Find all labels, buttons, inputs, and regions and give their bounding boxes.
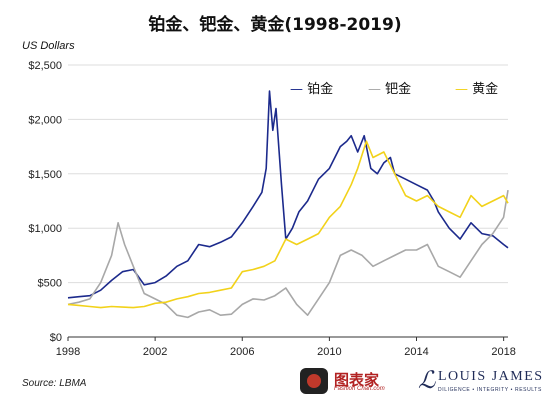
legend-palladium-swatch: — xyxy=(368,82,381,97)
y-tick-label: $1,000 xyxy=(28,223,62,235)
legend-gold-swatch: — xyxy=(455,82,468,97)
legend-platinum-label: 铂金 xyxy=(307,82,334,97)
chart-title: 铂金、钯金、黄金(1998-2019) xyxy=(148,15,402,35)
series-line-gold xyxy=(67,140,509,309)
tubiaojia-badge-icon xyxy=(300,368,328,394)
y-tick-label: $2,500 xyxy=(28,60,62,72)
series-line-platinum xyxy=(67,90,509,299)
y-tick-label: $2,000 xyxy=(28,114,62,126)
y-axis-label: US Dollars xyxy=(22,40,75,52)
series-line-palladium xyxy=(67,189,509,319)
louis-james-logo: ℒ LOUIS JAMES DILIGENCE • INTEGRITY • RE… xyxy=(418,366,548,398)
x-tick-label: 2006 xyxy=(230,346,254,358)
legend-platinum: — 铂金 xyxy=(290,78,333,97)
x-tick-label: 2018 xyxy=(491,346,515,358)
tubiaojia-logo-text: 图表家 xyxy=(334,371,380,389)
y-tick-label: $500 xyxy=(38,278,62,290)
x-tick-label: 2010 xyxy=(317,346,341,358)
x-tick-label: 2002 xyxy=(143,346,167,358)
legend-platinum-swatch: — xyxy=(290,82,303,97)
tubiaojia-logo: 图表家 Fashion Chart.com xyxy=(300,366,410,396)
source-note: Source: LBMA xyxy=(22,378,87,389)
x-tick-label: 2014 xyxy=(404,346,428,358)
x-tick-label: 1998 xyxy=(56,346,80,358)
louis-james-name: LOUIS JAMES xyxy=(438,369,544,384)
legend-gold: — 黄金 xyxy=(455,78,498,97)
y-tick-label: $0 xyxy=(50,332,62,344)
y-tick-label: $1,500 xyxy=(28,169,62,181)
legend-palladium-label: 钯金 xyxy=(385,82,412,97)
legend-gold-label: 黄金 xyxy=(472,82,499,97)
louis-james-tagline: DILIGENCE • INTEGRITY • RESULTS xyxy=(438,387,542,393)
legend-palladium: — 钯金 xyxy=(368,78,411,97)
tubiaojia-logo-subtext: Fashion Chart.com xyxy=(334,386,385,392)
louis-james-mark-icon: ℒ xyxy=(418,368,436,394)
